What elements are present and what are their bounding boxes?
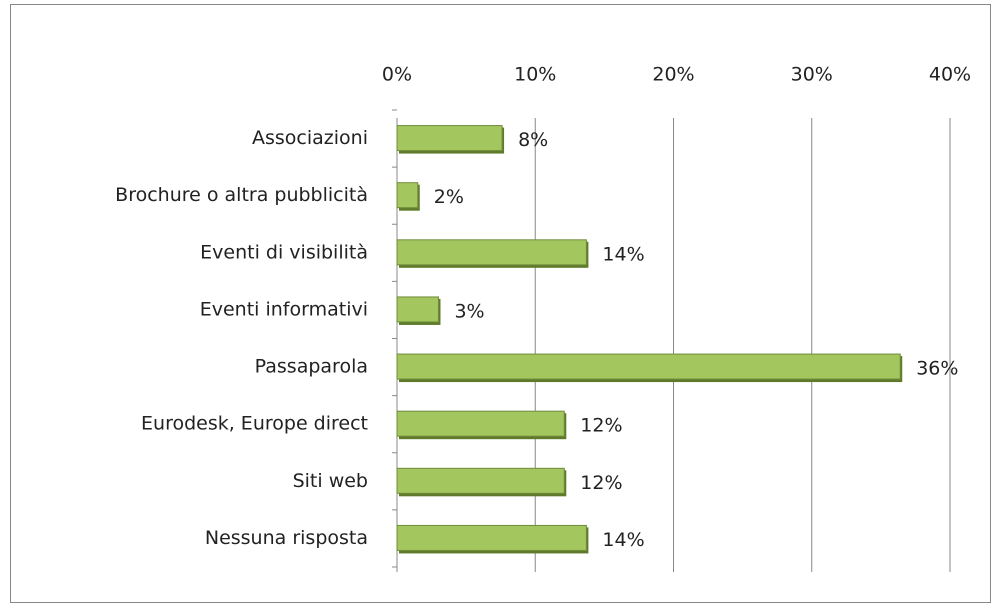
y-tick-label: Eventi di visibilità: [200, 241, 368, 263]
x-tick-label: 40%: [929, 64, 971, 86]
value-label: 12%: [580, 415, 622, 437]
value-label: 12%: [580, 472, 622, 494]
y-tick-label: Eurodesk, Europe direct: [141, 413, 368, 435]
x-tick-label: 0%: [382, 64, 412, 86]
bar: [396, 125, 505, 154]
x-tick-label: 20%: [652, 64, 694, 86]
value-label: 14%: [602, 243, 644, 265]
y-tick-label: Passaparola: [255, 356, 368, 378]
bar: [396, 353, 903, 383]
value-label: 14%: [602, 529, 644, 551]
bar: [396, 239, 589, 268]
value-label: 2%: [434, 186, 464, 208]
bar: [396, 524, 589, 554]
value-label: 8%: [518, 129, 548, 151]
y-tick-label: Nessuna risposta: [205, 527, 368, 549]
y-tick-label: Associazioni: [252, 127, 368, 149]
x-tick-label: 30%: [791, 64, 833, 86]
bar: [396, 296, 441, 325]
bar: [396, 410, 567, 440]
y-tick-label: Siti web: [293, 470, 368, 492]
bar: [396, 467, 567, 497]
y-tick-label: Brochure o altra pubblicità: [115, 184, 368, 206]
x-tick-label: 10%: [514, 64, 556, 86]
value-label: 3%: [454, 300, 484, 322]
y-tick-label: Eventi informativi: [200, 298, 368, 320]
bar: [396, 182, 420, 211]
value-label: 36%: [916, 358, 958, 380]
chart-frame: [10, 4, 991, 603]
